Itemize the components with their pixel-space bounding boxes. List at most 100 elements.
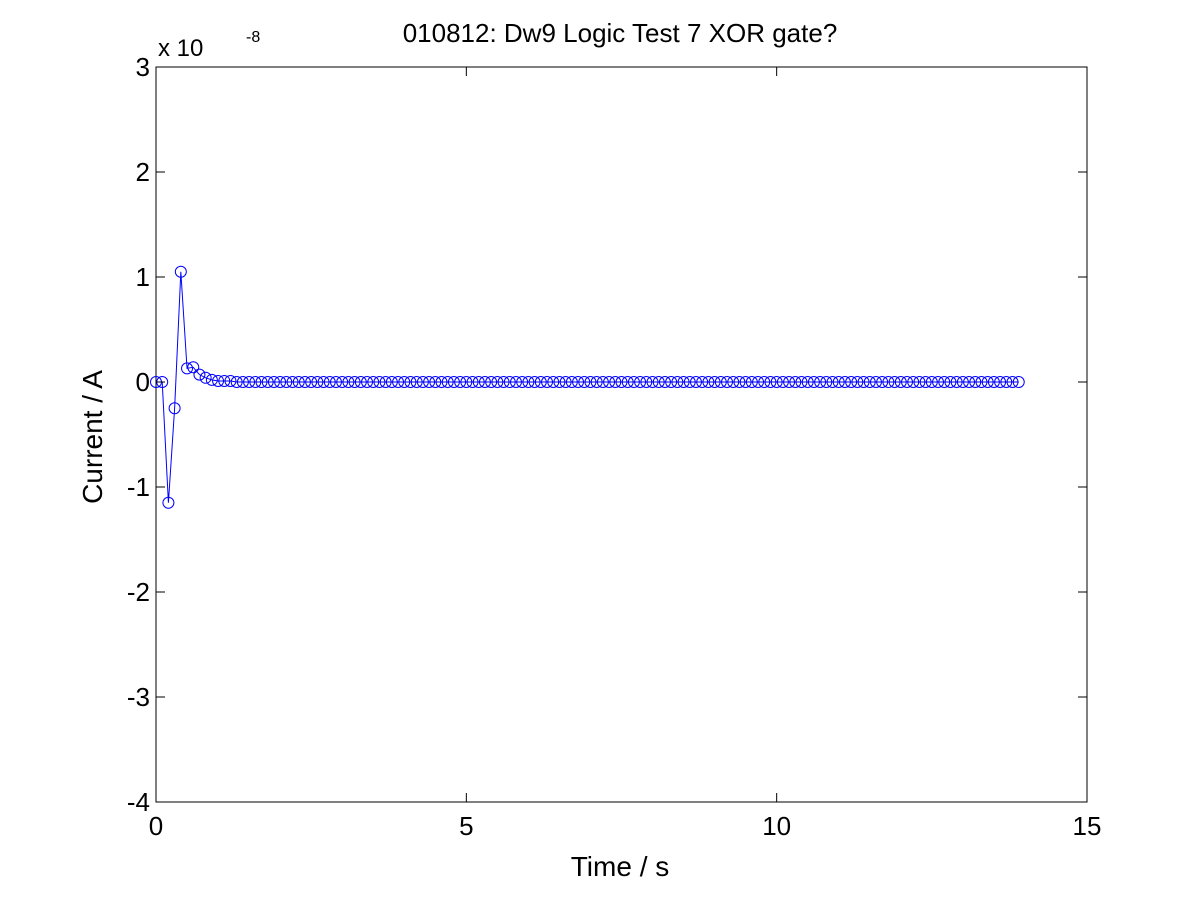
data-point-marker [770,376,783,388]
data-point-marker [336,376,349,388]
data-point-marker [305,376,318,388]
data-point-marker [913,376,926,388]
data-point-marker [292,376,305,388]
data-point-marker [243,376,256,388]
data-point-marker [509,376,522,388]
y-multiplier-base: x 10 [158,35,203,62]
data-point-marker [789,376,802,388]
data-point-marker [975,376,988,388]
data-point-marker [907,376,920,388]
ticks-layer: 0 5 10 15 -4 -3 -2 -1 0 1 2 3 [127,52,1102,841]
data-point-marker [863,376,876,388]
data-point-marker [199,371,212,384]
data-point-marker [187,361,200,374]
data-point-marker [776,376,789,388]
data-point-marker [801,376,814,388]
data-point-marker [267,376,280,388]
x-tick-label: 10 [762,811,791,841]
data-point-marker [739,376,752,388]
data-point-marker [888,376,901,388]
data-point-marker [994,376,1007,388]
data-point-marker [1006,376,1019,388]
y-multiplier-exponent: -8 [246,29,260,46]
data-point-marker [634,376,647,388]
data-point-marker [646,376,659,388]
data-point-marker [627,376,640,388]
data-point-marker [981,376,994,388]
y-tick-label: -3 [127,682,150,712]
data-point-marker [851,376,864,388]
data-point-marker [398,376,411,388]
data-point-marker [590,376,603,388]
data-point-marker [516,376,529,388]
chart-title: 010812: Dw9 Logic Test 7 XOR gate? [403,18,838,48]
y-tick-label: 2 [136,157,150,187]
data-point-marker [615,376,628,388]
data-point-marker [925,376,938,388]
data-point-marker [683,376,696,388]
data-point-marker [807,376,820,388]
data-point-marker [783,376,796,388]
data-point-marker [379,376,392,388]
x-axis-label: Time / s [571,851,670,882]
data-point-marker [503,376,516,388]
data-point-marker [1000,376,1013,388]
data-point-marker [764,376,777,388]
data-point-marker [485,376,498,388]
x-tick-label: 15 [1073,811,1102,841]
data-point-marker [820,376,833,388]
data-point-marker [466,376,479,388]
data-point-marker [702,376,715,388]
data-point-marker [956,376,969,388]
data-point-marker [733,376,746,388]
data-point-marker [919,376,932,388]
data-point-marker [1012,376,1025,388]
data-point-marker [689,376,702,388]
data-point-marker [938,376,951,388]
y-tick-label: -4 [127,787,150,817]
data-point-marker [528,376,541,388]
data-point-marker [454,376,467,388]
data-point-marker [497,376,510,388]
data-point-marker [416,376,429,388]
data-point-marker [541,376,554,388]
data-point-marker [658,376,671,388]
data-point-marker [721,376,734,388]
data-point-marker [944,376,957,388]
data-point-marker [708,376,721,388]
data-point-marker [392,376,405,388]
data-point-marker [342,376,355,388]
plot-area [155,66,1088,803]
data-point-marker [193,368,206,381]
y-tick-label: 0 [136,367,150,397]
data-point-marker [348,376,361,388]
data-point-marker [838,376,851,388]
data-point-marker [826,376,839,388]
data-point-marker [311,376,324,388]
data-point-marker [596,376,609,388]
data-point-marker [423,376,436,388]
data-point-marker [565,376,578,388]
data-point-marker [429,376,442,388]
data-point-marker [236,376,249,388]
y-axis-label: Current / A [77,370,108,504]
data-point-marker [174,265,187,278]
y-tick-label: 3 [136,52,150,82]
data-point-marker [404,376,417,388]
data-point-marker [603,376,616,388]
data-point-marker [882,376,895,388]
data-point-marker [814,376,827,388]
data-point-marker [361,376,374,388]
y-tick-label: -2 [127,577,150,607]
data-point-marker [261,376,274,388]
data-point-marker [354,376,367,388]
data-point-marker [969,376,982,388]
data-point-marker [298,376,311,388]
y-multiplier: x 10 -8 [158,29,260,62]
data-point-marker [758,376,771,388]
data-point-marker [845,376,858,388]
data-point-marker [230,376,243,388]
data-point-marker [212,374,225,387]
data-point-marker [367,376,380,388]
data-point-marker [932,376,945,388]
